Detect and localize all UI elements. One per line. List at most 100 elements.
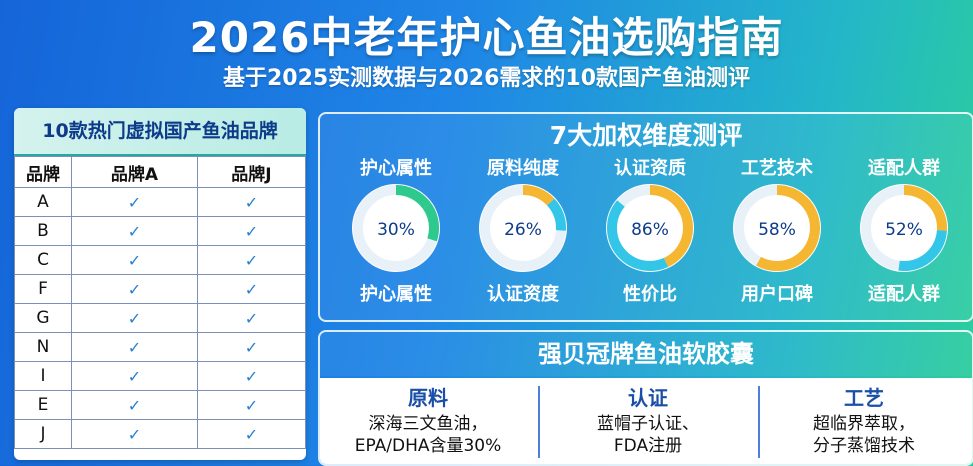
progress-ring: 30% [352,184,440,272]
check-cell-brand-j: ✓ [196,187,306,217]
feature-line: FDA注册 [613,436,683,456]
progress-ring: 52% [860,184,948,272]
dimension-item: 适配人群 52% 适配人群 [840,154,968,306]
ring-arc [861,185,947,271]
table-row: F ✓ ✓ [14,274,306,304]
ring-arc [607,185,693,271]
dimensions-title: 7大加权维度测评 [549,121,743,150]
table-row: J ✓ ✓ [14,419,306,449]
dimension-bottom-label: 认证资度 [487,284,559,305]
ring-arc [353,185,439,271]
ring-value-label: 86% [631,220,669,240]
table-row: N ✓ ✓ [14,332,306,362]
feature-divider [538,386,540,458]
feature-head: 工艺 [844,386,884,410]
product-features: 原料 深海三文鱼油， EPA/DHA含量30% 认证 蓝帽子认证、 FDA注册 … [320,378,972,464]
brand-cell: F [14,274,72,304]
dimension-top-label: 护心属性 [360,158,432,179]
brand-cell: G [14,303,72,333]
column-header-brand-j: 品牌J [196,156,306,188]
brand-table-title: 10款热门虚拟国产鱼油品牌 [14,108,306,156]
check-cell-brand-j: ✓ [196,245,306,275]
check-cell-brand-a: ✓ [71,303,198,333]
brand-cell: N [14,332,72,362]
check-cell-brand-a: ✓ [71,245,198,275]
ring-arc [480,185,566,271]
brand-cell: E [14,390,72,420]
column-header-brand-a: 品牌A [71,156,198,188]
ring-arc [734,185,820,271]
ring-value-label: 52% [885,220,923,240]
check-cell-brand-j: ✓ [196,274,306,304]
check-cell-brand-a: ✓ [71,361,198,391]
table-row: C ✓ ✓ [14,245,306,275]
check-cell-brand-a: ✓ [71,390,198,420]
feature-line: 分子蒸馏技术 [813,436,915,456]
column-header-brand: 品牌 [14,156,72,188]
ring-value-label: 30% [377,220,415,240]
feature-certification: 认证 蓝帽子认证、 FDA注册 [540,382,756,457]
ring-arc [607,185,693,271]
feature-process: 工艺 超临界萃取， 分子蒸馏技术 [756,382,972,457]
dimension-bottom-label: 护心属性 [360,284,432,305]
dimension-item: 原料纯度 26% 认证资度 [459,154,587,306]
brand-cell: J [14,419,72,449]
check-cell-brand-j: ✓ [196,332,306,362]
feature-material: 原料 深海三文鱼油， EPA/DHA含量30% [320,382,536,457]
table-row: I ✓ ✓ [14,361,306,391]
ring-arc [734,185,820,271]
table-row: A ✓ ✓ [14,187,306,217]
check-cell-brand-a: ✓ [71,274,198,304]
feature-line: 蓝帽子认证、 [597,414,699,434]
brand-table-panel: 10款热门虚拟国产鱼油品牌 品牌 品牌A 品牌J A ✓ ✓ B ✓ ✓ C ✓ ✓ F ✓ ✓ G ✓ ✓… [14,108,306,460]
feature-head: 原料 [408,386,448,410]
dimension-top-label: 适配人群 [868,158,940,179]
feature-head: 认证 [628,386,668,410]
check-cell-brand-a: ✓ [71,419,198,449]
feature-line: EPA/DHA含量30% [354,436,502,456]
feature-divider [758,386,760,458]
check-cell-brand-a: ✓ [71,187,198,217]
dimension-item: 工艺技术 58% 用户口碑 [713,154,841,306]
ring-arc [353,185,439,271]
product-panel: 强贝冠牌鱼油软胶囊 原料 深海三文鱼油， EPA/DHA含量30% 认证 蓝帽子… [318,330,973,466]
page-subtitle: 基于2025实测数据与2026需求的10款国产鱼油测评 [222,66,751,91]
progress-ring: 58% [733,184,821,272]
dimension-top-label: 认证资质 [614,158,686,179]
check-cell-brand-j: ✓ [196,216,306,246]
check-cell-brand-j: ✓ [196,390,306,420]
ring-arc [480,185,566,271]
dimension-top-label: 工艺技术 [741,158,813,179]
dimension-item: 认证资质 86% 性价比 [586,154,714,306]
brand-cell: I [14,361,72,391]
brand-table-body: A ✓ ✓ B ✓ ✓ C ✓ ✓ F ✓ ✓ G ✓ ✓ N ✓ ✓ I ✓ ✓ E ✓ ✓ J ✓ ✓ [14,187,306,449]
dimension-top-label: 原料纯度 [487,158,559,179]
dimension-bottom-label: 适配人群 [868,284,940,305]
feature-line: 深海三文鱼油， [368,414,488,434]
brand-table-header-row: 品牌 品牌A 品牌J [14,156,306,188]
table-row: G ✓ ✓ [14,303,306,333]
brand-table: 品牌 品牌A 品牌J A ✓ ✓ B ✓ ✓ C ✓ ✓ F ✓ ✓ G ✓ ✓ N ✓ ✓ I ✓ ✓ E ✓ ✓ J ✓ ✓ [14,156,306,449]
table-row: E ✓ ✓ [14,390,306,420]
check-cell-brand-a: ✓ [71,216,198,246]
brand-cell: C [14,245,72,275]
ring-arc [861,185,947,271]
feature-line: 超临界萃取， [813,414,915,434]
check-cell-brand-a: ✓ [71,332,198,362]
table-row: B ✓ ✓ [14,216,306,246]
dimension-bottom-label: 用户口碑 [741,284,813,305]
check-cell-brand-j: ✓ [196,361,306,391]
dimensions-panel: 7大加权维度测评 护心属性 30% 护心属性 原料纯度 26% 认证资度 认证资质 86% 性价… [318,112,973,322]
progress-ring: 86% [606,184,694,272]
dimension-item: 护心属性 30% 护心属性 [332,154,460,306]
progress-ring: 26% [479,184,567,272]
ring-value-label: 26% [504,220,542,240]
check-cell-brand-j: ✓ [196,303,306,333]
dimension-bottom-label: 性价比 [623,284,677,305]
brand-cell: A [14,187,72,217]
ring-value-label: 58% [758,220,796,240]
page-title: 2026中老年护心鱼油选购指南 [189,13,784,62]
check-cell-brand-j: ✓ [196,419,306,449]
brand-cell: B [14,216,72,246]
product-title: 强贝冠牌鱼油软胶囊 [320,332,972,376]
